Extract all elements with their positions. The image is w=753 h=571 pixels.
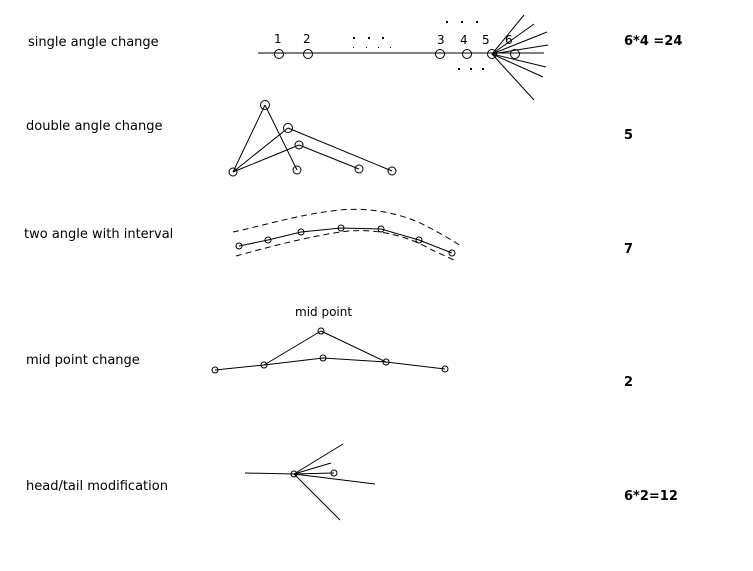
node-number-6: 6 [505, 33, 513, 47]
node-number-4: 4 [460, 33, 468, 47]
node [448, 249, 456, 257]
node [228, 167, 238, 177]
head-node [290, 470, 298, 478]
node [283, 123, 293, 133]
node-5 [487, 49, 497, 59]
node [330, 469, 338, 477]
single-angle-change-figure: 1 2 3 4 5 6 [258, 14, 549, 101]
mid-point-change-figure: mid point [211, 305, 449, 374]
head-tail-modification-figure [244, 443, 376, 521]
node [260, 361, 268, 369]
double-angle-change-figure [228, 100, 397, 177]
node-2 [303, 49, 313, 59]
node [377, 225, 385, 233]
node [292, 165, 302, 175]
node [415, 236, 423, 244]
node [264, 236, 272, 244]
node [382, 358, 390, 366]
row-count-double-angle-change: 5 [624, 128, 634, 143]
ellipsis-dots [353, 21, 484, 70]
row-label-two-angle-with-interval: two angle with interval [24, 227, 174, 242]
node-6 [510, 49, 520, 59]
node-3 [435, 49, 445, 59]
node-1 [274, 49, 284, 59]
row-label-double-angle-change: double angle change [26, 119, 163, 134]
node [297, 228, 305, 236]
angle-fan-lines [491, 14, 549, 101]
node [337, 224, 345, 232]
node [294, 140, 304, 150]
node-4 [462, 49, 472, 59]
row-label-head-tail-modification: head/tail modification [26, 479, 168, 494]
row-label-mid-point-change: mid point change [26, 353, 140, 368]
node [441, 365, 449, 373]
mid-point-caption: mid point [295, 305, 352, 319]
node [260, 100, 270, 110]
row-label-single-angle-change: single angle change [28, 35, 159, 50]
mid-point-node [317, 327, 325, 335]
row-count-single-angle-change: 6*4 =24 [624, 34, 683, 49]
interval-lower-boundary [235, 230, 457, 262]
center-path [238, 227, 453, 254]
node [319, 354, 327, 362]
node [354, 164, 364, 174]
row-count-head-tail-modification: 6*2=12 [624, 489, 678, 504]
node-number-2: 2 [303, 32, 311, 46]
node-number-3: 3 [437, 33, 445, 47]
node [387, 166, 397, 176]
two-angle-with-interval-figure [232, 208, 462, 262]
row-count-two-angle-with-interval: 7 [624, 242, 634, 257]
node-number-1: 1 [274, 32, 282, 46]
node [235, 242, 243, 250]
row-count-mid-point-change: 2 [624, 375, 634, 390]
node [211, 366, 219, 374]
interval-upper-boundary [232, 208, 462, 247]
node-number-5: 5 [482, 33, 490, 47]
